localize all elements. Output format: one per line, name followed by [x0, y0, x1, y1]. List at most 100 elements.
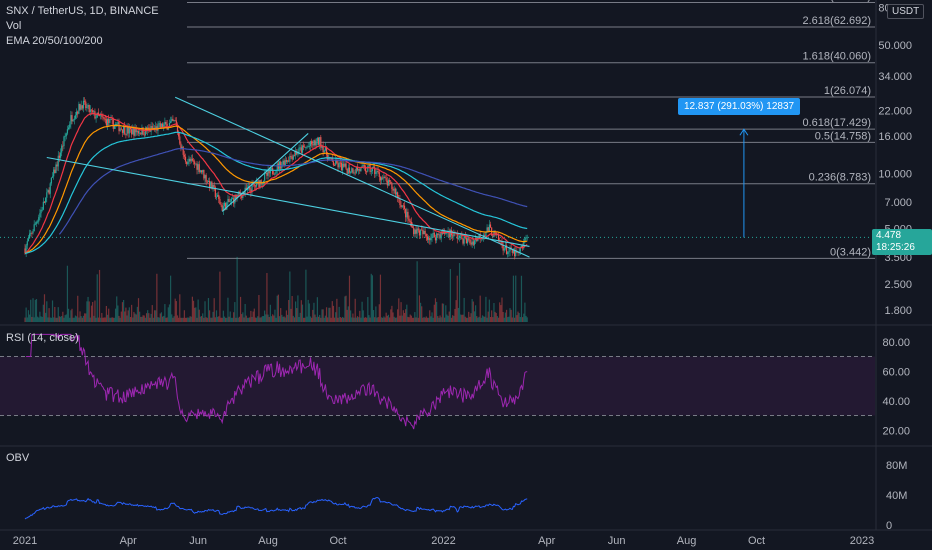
- volume-bar: [328, 307, 330, 322]
- volume-bar: [294, 301, 297, 322]
- volume-bar: [246, 317, 249, 322]
- candle-body: [360, 166, 362, 172]
- candle-body: [275, 170, 277, 174]
- volume-bar: [440, 317, 442, 322]
- trend-lines[interactable]: [46, 96, 530, 258]
- volume-bar: [286, 314, 289, 322]
- candle-body: [85, 101, 87, 109]
- volume-legend[interactable]: Vol: [6, 20, 22, 32]
- candle-body: [108, 118, 110, 123]
- volume-bar: [118, 315, 120, 322]
- volume-bar: [208, 310, 211, 322]
- volume-bar: [128, 307, 130, 322]
- volume-bar: [431, 312, 433, 322]
- candle-body: [342, 163, 344, 171]
- candle-body: [199, 170, 202, 172]
- candle-body: [390, 181, 392, 184]
- volume-bar: [229, 311, 231, 322]
- candle-body: [57, 155, 59, 167]
- candle-body: [180, 143, 182, 149]
- currency-button[interactable]: USDT: [887, 4, 925, 19]
- candle-body: [214, 187, 216, 197]
- volume-bar: [444, 317, 446, 322]
- grid: [0, 0, 932, 531]
- candle-body: [205, 175, 207, 182]
- candle-body: [251, 183, 253, 193]
- volume-bar: [454, 308, 456, 322]
- volume-bar: [436, 301, 438, 322]
- volume-bar: [50, 317, 52, 322]
- volume-bar: [123, 299, 125, 322]
- candle-body: [445, 232, 447, 234]
- candle-body: [206, 181, 208, 183]
- candle-body: [54, 169, 56, 174]
- volume-bar: [350, 310, 352, 322]
- candle-body: [172, 118, 174, 122]
- volume-bar: [71, 308, 73, 322]
- volume-bar: [178, 317, 180, 322]
- volume-bar: [132, 317, 134, 322]
- candle-body: [462, 239, 464, 244]
- volume-bar: [186, 317, 188, 322]
- volume-bar: [214, 317, 216, 322]
- volume-bar: [180, 317, 182, 322]
- candle-body: [519, 247, 521, 252]
- symbol-title[interactable]: SNX / TetherUS, 1D, BINANCE: [6, 5, 159, 17]
- volume-bar: [260, 317, 262, 322]
- volume-bar: [54, 306, 56, 322]
- volume-bar: [187, 317, 189, 322]
- candle-body: [50, 177, 52, 184]
- candle-body: [478, 234, 480, 238]
- ema-legend[interactable]: EMA 20/50/100/200: [6, 35, 103, 47]
- volume-bar: [502, 311, 504, 322]
- volume-bar: [51, 300, 54, 322]
- volume-bar: [217, 316, 219, 322]
- candle-body: [508, 251, 510, 253]
- volume-bar: [252, 311, 254, 322]
- volume-bar: [80, 316, 82, 322]
- volume-bar: [312, 309, 314, 322]
- candle-body: [311, 141, 313, 145]
- candle-body: [64, 136, 66, 137]
- volume-bar: [197, 299, 199, 322]
- candle-body: [468, 238, 470, 240]
- volume-bar: [67, 308, 70, 322]
- volume-bar: [124, 311, 126, 322]
- volume-bar: [137, 298, 140, 322]
- axes: 2021 Apr Jun Aug Oct 2022 Apr Jun Aug Oct 2023 80.0…: [13, 3, 912, 547]
- candle-body: [126, 127, 128, 135]
- volume-bar: [35, 299, 38, 322]
- obv-legend[interactable]: OBV: [6, 452, 30, 464]
- candle-body: [351, 168, 353, 173]
- candle-body: [161, 123, 164, 129]
- candle-body: [75, 111, 78, 116]
- rsi-legend[interactable]: RSI (14, close): [6, 332, 79, 344]
- volume-bar: [372, 310, 375, 322]
- volume-bar: [314, 314, 316, 322]
- fibonacci-retracement[interactable]: 3.618(85.323) 2.618(62.692) 1.618(40.060) 1…: [187, 0, 875, 259]
- volume-bar: [200, 316, 203, 322]
- volume-bar: [394, 317, 396, 322]
- price-measure-tool[interactable]: [0, 128, 875, 238]
- candle-body: [225, 202, 227, 210]
- candle-body: [337, 163, 339, 168]
- volume-bar: [65, 314, 67, 322]
- candle-body: [472, 241, 474, 245]
- volume-bar: [259, 317, 261, 322]
- volume-bar: [354, 298, 356, 322]
- volume-bar: [384, 317, 386, 322]
- candle-body: [74, 115, 77, 119]
- candle-body: [458, 235, 461, 238]
- candle-body: [387, 180, 390, 186]
- volume-bar: [515, 275, 517, 322]
- volume-bar: [418, 295, 421, 322]
- candle-body: [212, 184, 214, 190]
- volume-bar: [173, 316, 175, 322]
- volume-bar: [213, 298, 215, 322]
- candle-body: [285, 160, 288, 162]
- candle-body: [143, 134, 145, 136]
- volume-bar: [161, 316, 164, 322]
- candle-body: [487, 227, 489, 232]
- volume-bar: [181, 317, 183, 322]
